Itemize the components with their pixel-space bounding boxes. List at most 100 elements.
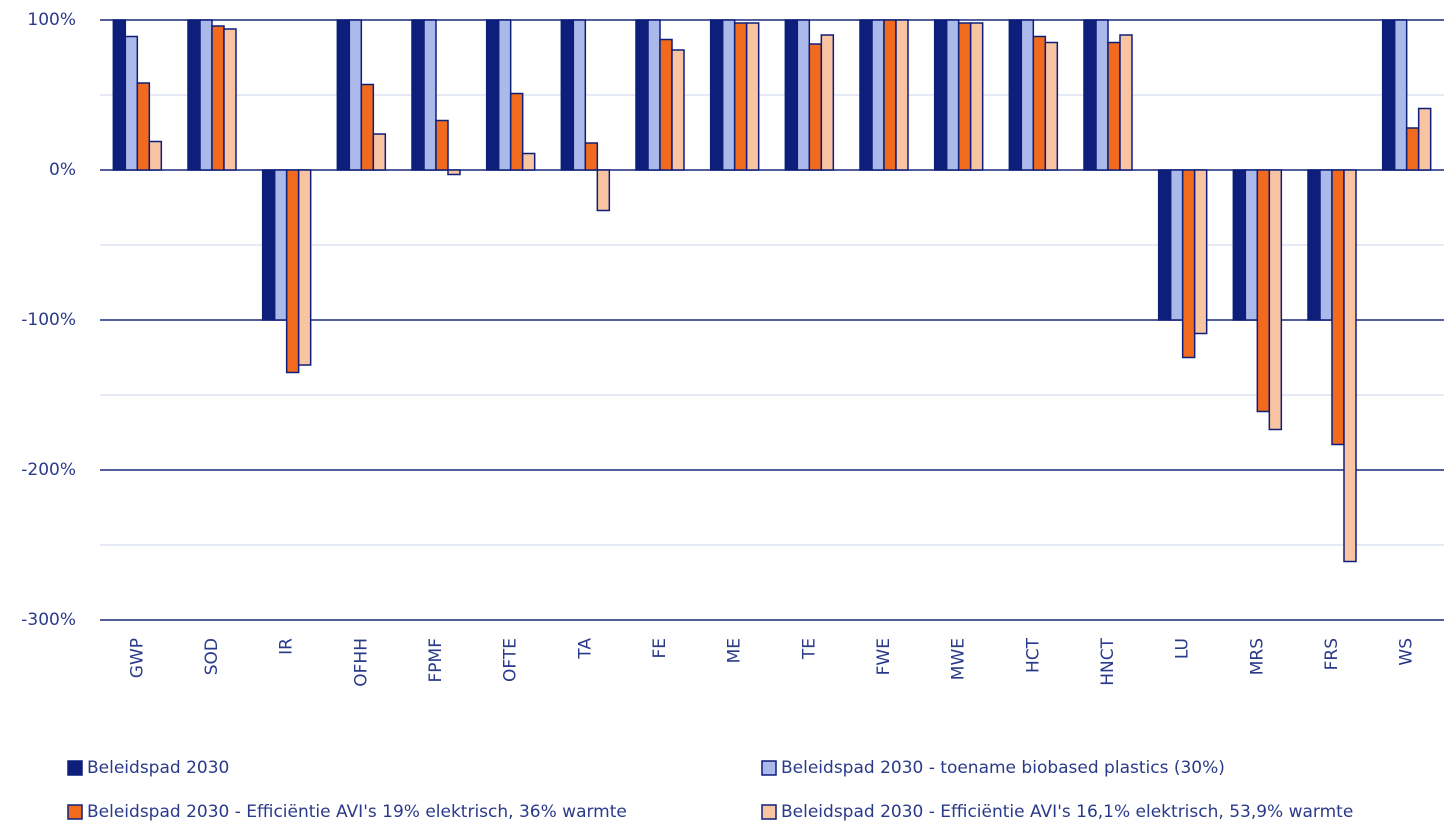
- bar: [733, 22, 748, 171]
- bar: [1169, 169, 1184, 321]
- bar: [211, 25, 225, 171]
- legend-swatch: [67, 760, 83, 776]
- bar: [261, 169, 276, 321]
- bar: [808, 43, 823, 171]
- bar: [1307, 169, 1321, 321]
- bar: [485, 19, 500, 171]
- bar: [796, 19, 811, 171]
- bar: [1232, 169, 1247, 321]
- x-tick-label: TE: [799, 638, 819, 660]
- y-tick-label: -100%: [21, 310, 76, 330]
- bar: [1331, 169, 1345, 446]
- bar: [1405, 127, 1420, 171]
- x-tick-label: OFTE: [501, 638, 521, 682]
- bar: [560, 19, 575, 171]
- legend-label: Beleidspad 2030 - Efficiëntie AVI's 16,1…: [781, 802, 1353, 822]
- legend-swatch: [67, 804, 83, 820]
- bar: [148, 140, 163, 171]
- bar: [1119, 34, 1133, 171]
- legend-label: Beleidspad 2030 - toename biobased plast…: [781, 758, 1225, 778]
- bar: [1083, 19, 1097, 171]
- bar: [784, 19, 799, 171]
- x-tick-label: TA: [575, 638, 595, 660]
- x-tick-label: MWE: [949, 638, 969, 680]
- bar: [1417, 107, 1432, 171]
- y-tick-label: 0%: [49, 160, 76, 180]
- bar: [820, 34, 835, 171]
- bar: [1181, 169, 1196, 359]
- x-tick-label: FPMF: [426, 638, 446, 682]
- x-tick-label: MRS: [1247, 638, 1267, 675]
- bar: [1393, 19, 1408, 171]
- bar: [223, 28, 237, 171]
- bar: [871, 19, 885, 171]
- legend-label: Beleidspad 2030 - Efficiëntie AVI's 19% …: [87, 802, 627, 822]
- bar: [187, 19, 201, 171]
- bar: [957, 22, 972, 171]
- bar: [596, 169, 611, 212]
- bar: [1107, 41, 1121, 171]
- bar: [447, 169, 461, 176]
- bar: [360, 83, 375, 171]
- x-tick-label: FRS: [1322, 638, 1342, 670]
- bar: [969, 22, 984, 171]
- legend-swatch: [761, 804, 777, 820]
- bar: [721, 19, 736, 171]
- bar: [671, 49, 685, 171]
- x-tick-label: IR: [277, 638, 297, 655]
- bar: [1044, 41, 1059, 171]
- legend-swatch: [761, 760, 777, 776]
- bar: [945, 19, 960, 171]
- bar: [1157, 169, 1172, 321]
- x-tick-label: WS: [1397, 638, 1417, 666]
- x-tick-label: SOD: [202, 638, 222, 675]
- y-tick-label: 100%: [27, 10, 76, 30]
- bar: [285, 169, 300, 374]
- bar: [112, 19, 127, 171]
- bar: [1020, 19, 1035, 171]
- x-tick-label: OFHH: [351, 638, 371, 687]
- bar: [647, 19, 661, 171]
- x-tick-label: FWE: [874, 638, 894, 675]
- x-tick-label: LU: [1173, 638, 1193, 659]
- bar: [435, 119, 449, 171]
- bar: [709, 19, 724, 171]
- bar: [297, 169, 312, 366]
- bar: [1244, 169, 1259, 321]
- x-tick-label: GWP: [127, 638, 147, 678]
- bar: [895, 19, 909, 171]
- bar: [509, 92, 524, 171]
- bar: [1008, 19, 1023, 171]
- bar: [423, 19, 437, 171]
- bar: [1319, 169, 1333, 321]
- bar: [199, 19, 213, 171]
- y-tick-label: -300%: [21, 610, 76, 630]
- bar: [521, 152, 536, 171]
- bar: [572, 19, 587, 171]
- legend-label: Beleidspad 2030: [87, 758, 229, 778]
- x-tick-label: FE: [650, 638, 670, 659]
- bar: [336, 19, 351, 171]
- bar: [1343, 169, 1357, 563]
- bar: [745, 22, 760, 171]
- bar: [635, 19, 649, 171]
- y-tick-label: -200%: [21, 460, 76, 480]
- x-tick-label: HCT: [1023, 637, 1043, 673]
- bar: [124, 35, 139, 171]
- x-tick-label: HNCT: [1098, 637, 1118, 685]
- x-tick-label: ME: [725, 638, 745, 663]
- bar: [1381, 19, 1396, 171]
- bar: [372, 133, 387, 171]
- bar: [859, 19, 873, 171]
- bar: [659, 38, 673, 171]
- bar: [136, 82, 151, 171]
- bar: [1256, 169, 1271, 413]
- bar: [584, 142, 599, 171]
- bar: [1095, 19, 1109, 171]
- bar: [497, 19, 512, 171]
- bar: [273, 169, 288, 321]
- bar: [411, 19, 425, 171]
- bar: [933, 19, 948, 171]
- bar: [1032, 35, 1047, 171]
